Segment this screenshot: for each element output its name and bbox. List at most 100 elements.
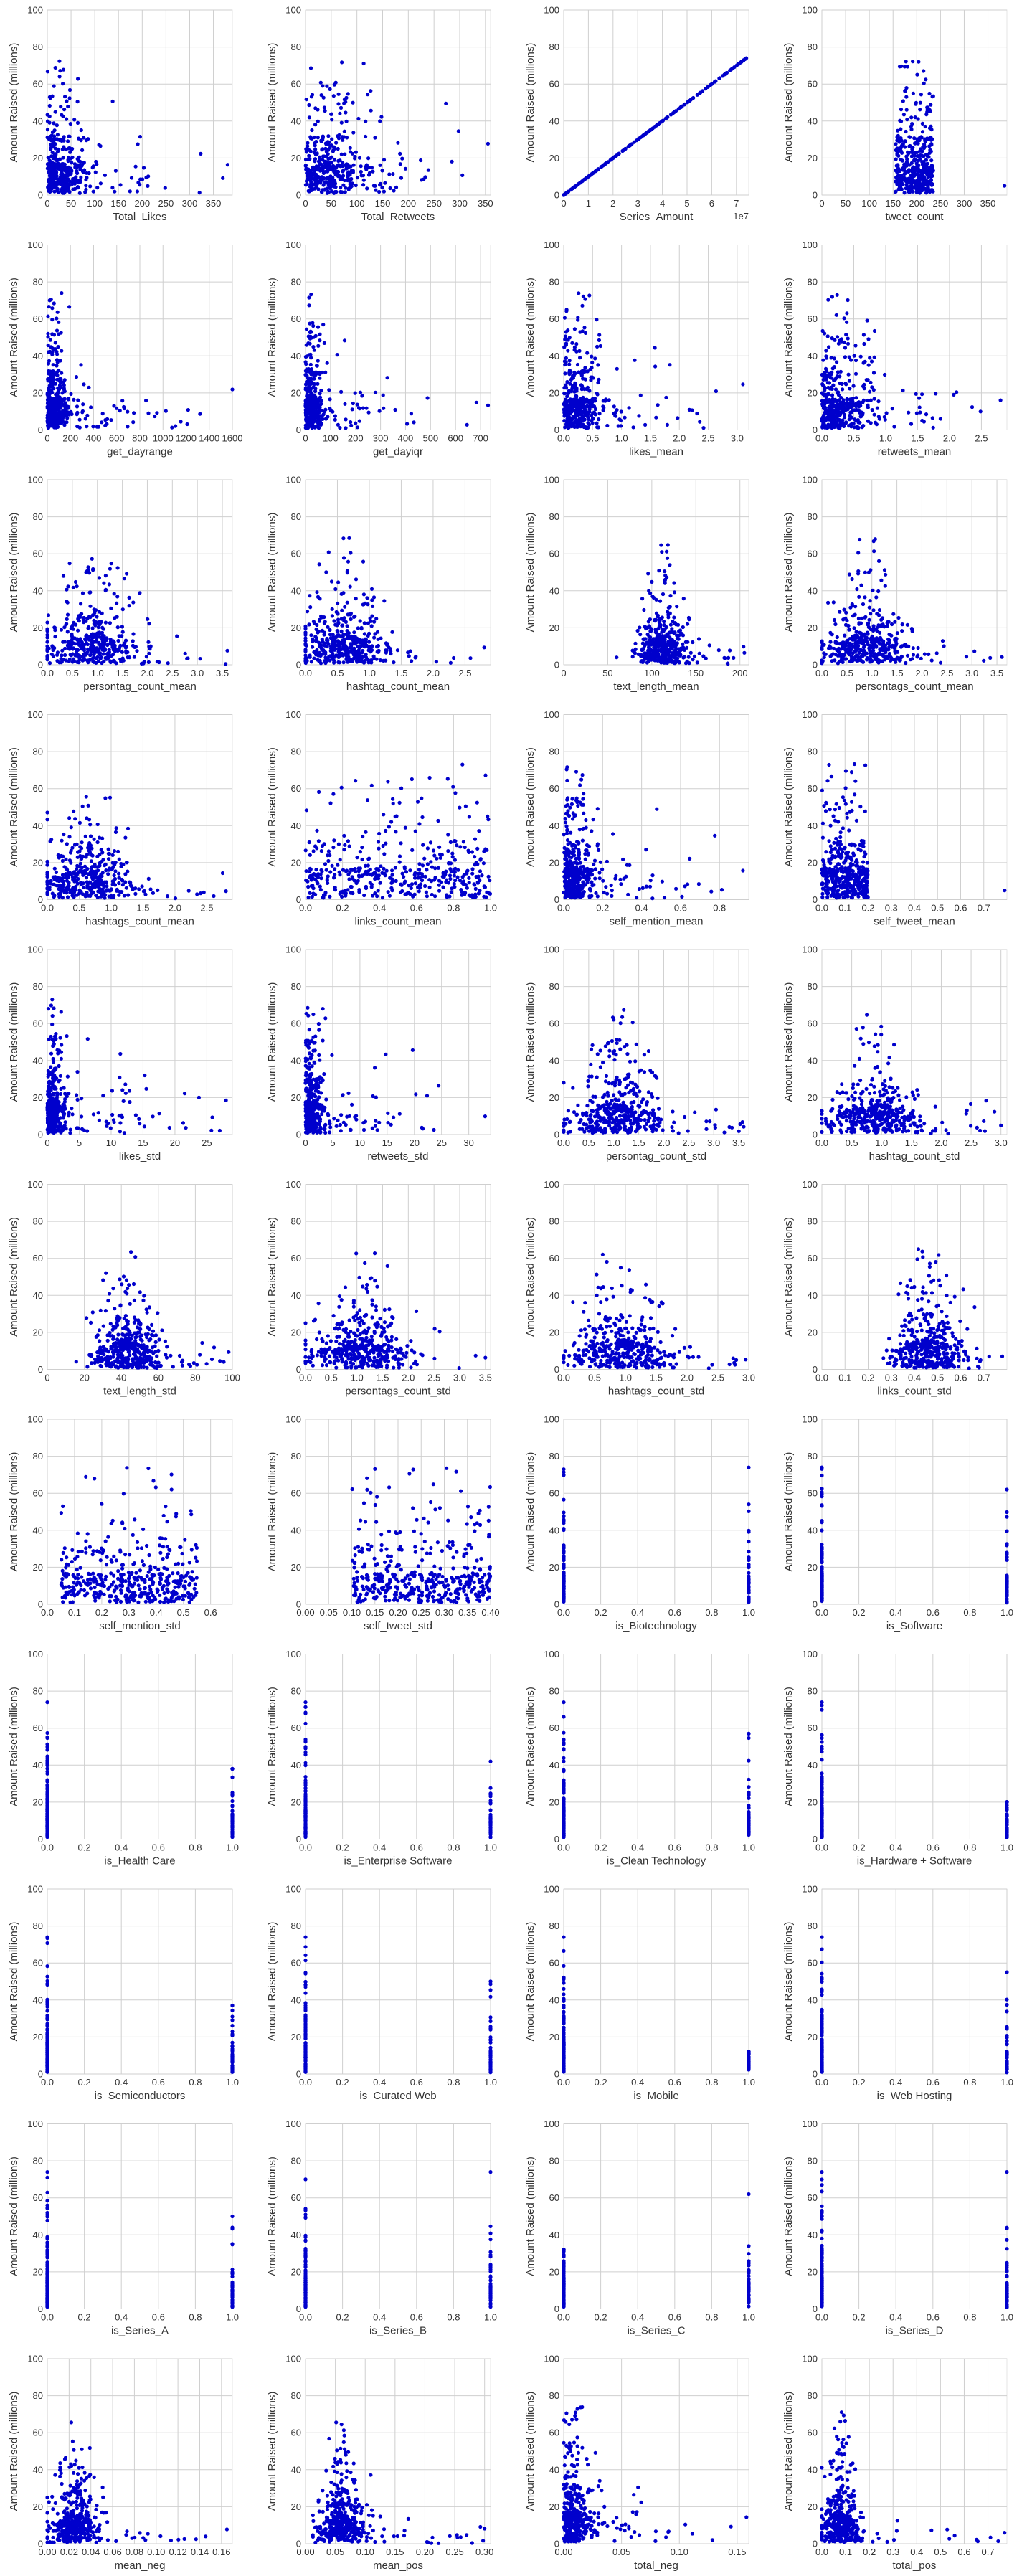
scatter-point [146, 184, 150, 188]
scatter-point [369, 587, 374, 591]
scatter-point [823, 405, 828, 409]
scatter-point [374, 188, 378, 192]
scatter-point [57, 420, 61, 425]
scatter-point [46, 343, 50, 348]
scatter-point [579, 419, 583, 423]
scatter-point [664, 115, 669, 120]
scatter-point [55, 407, 60, 412]
scatter-point [378, 658, 383, 663]
scatter-point [59, 105, 63, 109]
scatter-point [333, 417, 337, 422]
scatter-point [691, 95, 696, 100]
scatter-point [564, 422, 569, 427]
scatter-point [324, 570, 328, 574]
x-tick-label: 0 [303, 433, 308, 444]
scatter-point [355, 636, 359, 640]
scatter-point [144, 398, 148, 403]
scatter-point [830, 387, 834, 392]
scatter-point [79, 363, 83, 367]
scatter-point [353, 650, 357, 655]
scatter-point [924, 190, 929, 194]
scatter-point [76, 77, 80, 81]
scatter-point [597, 338, 602, 342]
scatter-point [90, 557, 94, 561]
scatter-point [851, 408, 856, 413]
scatter-point [924, 178, 928, 182]
scatter-point [336, 580, 341, 584]
x-tick-label: 2.5 [458, 668, 471, 678]
scatter-point [861, 333, 866, 337]
scatter-point [46, 394, 50, 399]
x-tick-label: 800 [132, 433, 148, 444]
scatter-point [326, 625, 330, 629]
scatter-point [828, 654, 833, 658]
scatter-point [820, 417, 824, 422]
x-tick-label: 1.0 [866, 668, 879, 678]
scatter-point [146, 174, 151, 179]
scatter-point [832, 646, 836, 651]
scatter-point [567, 359, 572, 363]
scatter-point [574, 401, 579, 405]
scatter-point [726, 662, 730, 666]
scatter-point [100, 412, 105, 416]
scatter-point [717, 76, 721, 80]
scatter-point [897, 184, 901, 188]
scatter-point [644, 625, 648, 630]
scatter-point [316, 187, 321, 191]
scatter-point [331, 166, 335, 171]
scatter-point [567, 415, 572, 420]
scatter-point [55, 370, 60, 374]
scatter-point [456, 129, 460, 133]
scatter-point [568, 382, 572, 386]
scatter-point [913, 115, 917, 120]
scatter-point [308, 177, 313, 181]
scatter-point [590, 375, 595, 379]
scatter-point [52, 400, 56, 404]
scatter-point [336, 649, 341, 654]
scatter-point [883, 417, 887, 422]
scatter-point [582, 417, 587, 422]
scatter-point [320, 637, 324, 642]
scatter-point [832, 409, 836, 415]
scatter-point [354, 577, 359, 582]
scatter-point [70, 161, 74, 165]
scatter-point [892, 425, 896, 429]
scatter-point [311, 345, 316, 349]
scatter-point [663, 569, 667, 574]
scatter-point [846, 298, 850, 303]
scatter-point [633, 651, 637, 655]
scatter-point [926, 175, 930, 179]
scatter-point [615, 408, 619, 412]
scatter-points [45, 291, 235, 430]
y-tick-label: 100 [27, 240, 43, 250]
scatter-point [359, 164, 363, 169]
scatter-point [322, 176, 326, 181]
scatter-point [377, 409, 382, 413]
scatter-point [97, 610, 102, 614]
scatter-point [79, 175, 83, 179]
x-tick-label: 0 [44, 198, 49, 209]
scatter-point [598, 344, 602, 349]
scatter-point [310, 128, 314, 133]
scatter-point [93, 611, 97, 615]
scatter-point [371, 654, 376, 658]
scatter-point [904, 163, 909, 167]
scatter-point [343, 152, 347, 156]
scatter-point [46, 335, 50, 339]
y-tick-label: 20 [33, 622, 43, 633]
scatter-point [303, 656, 308, 660]
scatter-point [346, 559, 351, 564]
x-tick-label: 200 [134, 198, 150, 209]
scatter-point [929, 128, 934, 132]
scatter-point [849, 415, 853, 420]
scatter-point [308, 653, 312, 658]
y-axis-label: Amount Raised (millions) [524, 43, 536, 163]
scatter-point [67, 87, 72, 93]
scatter-point [344, 426, 348, 430]
scatter-point [869, 398, 873, 402]
scatter-point [307, 379, 311, 383]
scatter-point [595, 392, 600, 397]
x-tick-label: 300 [373, 433, 389, 444]
scatter-point [577, 409, 581, 413]
